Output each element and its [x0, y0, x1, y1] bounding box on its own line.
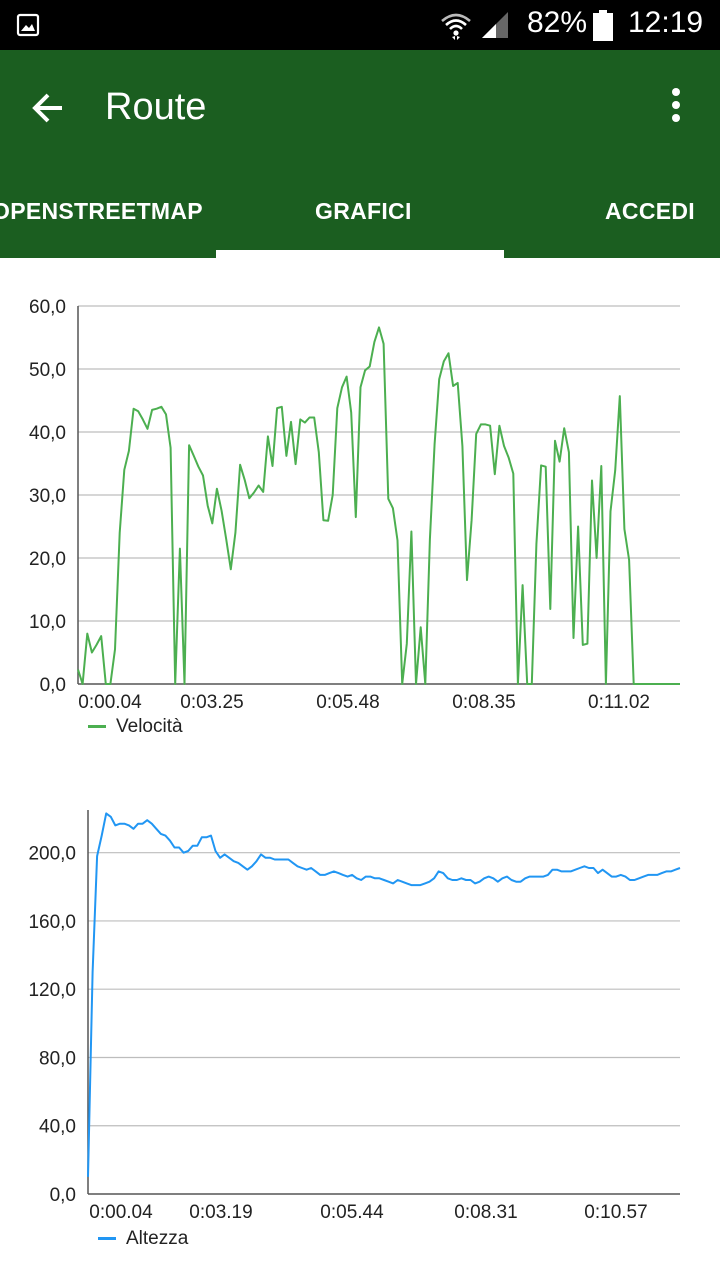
y-tick-label: 120,0	[28, 980, 76, 1001]
wifi-icon	[441, 13, 471, 40]
altitude-legend-label: Altezza	[126, 1228, 189, 1249]
y-tick-label: 30,0	[29, 486, 66, 507]
back-arrow-icon[interactable]	[28, 88, 68, 128]
y-tick-label: 200,0	[28, 844, 76, 865]
speed-chart-canvas: 0,0 10,0 20,0 30,0 40,0 50,0 60,0 0:00.04 0:03.2…	[29, 297, 680, 713]
x-tick-label: 0:11.02	[588, 692, 650, 713]
clock: 12:19	[628, 6, 704, 39]
series-line-0	[77, 326, 680, 685]
app-bar: Route OPENSTREETMAP GRAFICI ACCEDI	[0, 50, 720, 258]
signal-strength-icon	[482, 12, 508, 38]
y-tick-label: 10,0	[29, 612, 66, 633]
series-line-0	[87, 812, 681, 1177]
selected-tab-indicator	[216, 250, 504, 258]
altitude-chart-canvas: 0,0 40,0 80,0 120,0 160,0 200,0 0:00.04 0:03.19…	[28, 810, 681, 1223]
y-tick-label: 0,0	[50, 1185, 76, 1206]
y-tick-label: 40,0	[39, 1117, 76, 1138]
y-tick-label: 0,0	[40, 675, 66, 696]
x-tick-label: 0:00.04	[78, 692, 142, 713]
x-tick-label: 0:00.04	[89, 1202, 153, 1223]
x-tick-label: 0:05.48	[316, 692, 379, 713]
x-tick-label: 0:08.35	[452, 692, 515, 713]
x-tick-label: 0:10.57	[584, 1202, 647, 1223]
y-tick-label: 160,0	[28, 912, 76, 933]
gallery-notification-icon	[16, 13, 40, 37]
y-tick-label: 40,0	[29, 423, 66, 444]
x-tick-label: 0:03.25	[180, 692, 243, 713]
tab-accedi[interactable]: ACCEDI	[605, 198, 695, 224]
altitude-chart: 0,0 40,0 80,0 120,0 160,0 200,0 0:00.04 0:03.19…	[0, 790, 720, 1270]
altitude-legend-swatch	[98, 1237, 116, 1241]
tab-openstreetmap[interactable]: OPENSTREETMAP	[0, 198, 203, 224]
tab-grafici[interactable]: GRAFICI	[315, 198, 412, 224]
x-tick-label: 0:08.31	[454, 1202, 517, 1223]
more-options-icon[interactable]	[660, 86, 692, 126]
speed-chart: 0,0 10,0 20,0 30,0 40,0 50,0 60,0 0:00.04 0:03.2…	[0, 258, 720, 758]
speed-legend: Velocità	[88, 716, 183, 738]
speed-legend-swatch	[88, 725, 106, 729]
status-bar: 82% 12:19	[0, 0, 720, 50]
y-tick-label: 60,0	[29, 297, 66, 318]
y-tick-label: 80,0	[39, 1048, 76, 1069]
y-tick-label: 50,0	[29, 360, 66, 381]
y-tick-label: 20,0	[29, 549, 66, 570]
speed-legend-label: Velocità	[116, 716, 183, 737]
battery-percentage: 82%	[527, 6, 588, 39]
x-tick-label: 0:03.19	[189, 1202, 252, 1223]
altitude-legend: Altezza	[98, 1228, 188, 1250]
battery-icon	[593, 10, 613, 41]
page-title: Route	[105, 86, 207, 128]
x-tick-label: 0:05.44	[320, 1202, 384, 1223]
